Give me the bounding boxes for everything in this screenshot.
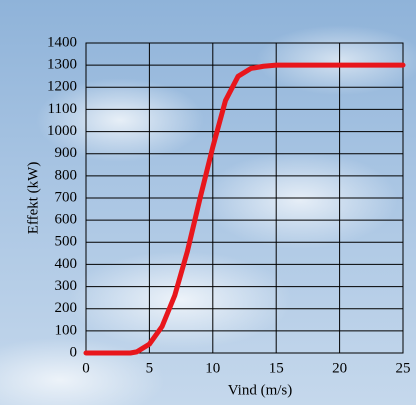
power-curve [83, 62, 406, 356]
y-tick-label: 100 [55, 322, 78, 338]
y-tick-label: 600 [55, 212, 78, 228]
y-tick-label: 0 [70, 344, 78, 360]
y-tick-label: 200 [55, 300, 78, 316]
y-tick-label: 700 [55, 189, 78, 205]
y-axis-label: Effekt (kW) [25, 162, 41, 235]
y-tick-label: 1400 [47, 34, 77, 50]
y-tick-label: 1200 [47, 79, 77, 95]
x-tick-label: 20 [332, 360, 347, 376]
plot-border [85, 42, 404, 354]
y-tick-label: 800 [55, 167, 78, 183]
y-tick-label: 900 [55, 145, 78, 161]
x-tick-label: 15 [269, 360, 284, 376]
x-axis-label: Vind (m/s) [228, 382, 293, 398]
y-tick-label: 1300 [47, 57, 77, 73]
y-tick-label: 300 [55, 278, 78, 294]
x-tick-label: 5 [146, 360, 154, 376]
y-tick-label: 400 [55, 256, 78, 272]
y-tick-label: 1100 [48, 101, 77, 117]
y-tick-label: 1000 [47, 123, 77, 139]
x-tick-label: 10 [205, 360, 220, 376]
x-tick-label: 25 [396, 360, 411, 376]
y-tick-label: 500 [55, 234, 78, 250]
x-tick-label: 0 [82, 360, 90, 376]
